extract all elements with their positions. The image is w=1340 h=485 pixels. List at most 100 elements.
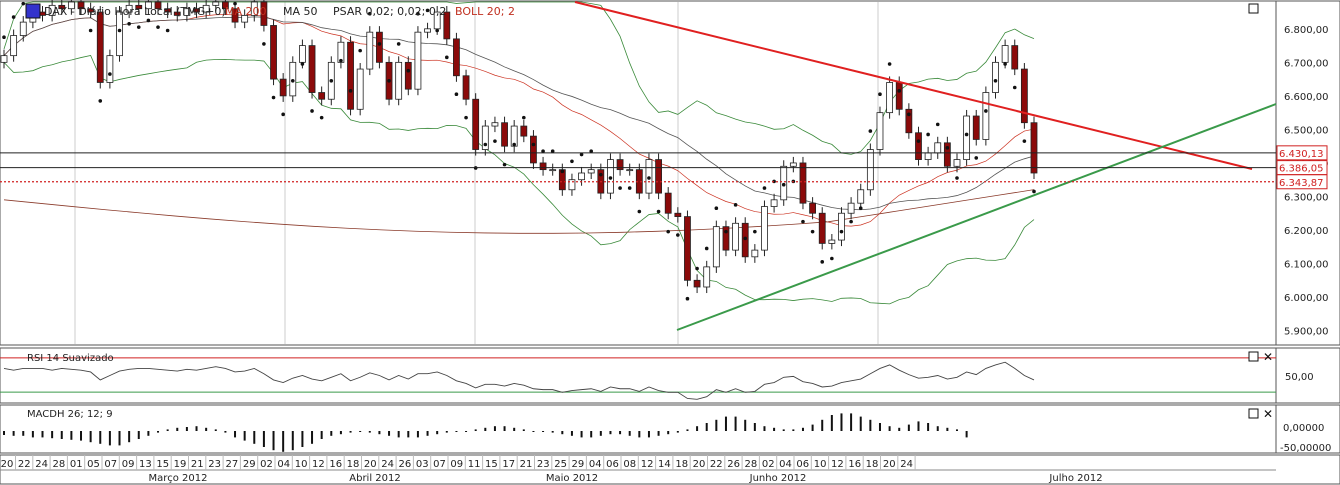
price-tag-label: 6.430,13 [1279,149,1324,160]
macd-bar [917,421,920,431]
macd-bar [638,431,641,438]
macd-bar [166,429,169,431]
macd-bar [647,431,650,438]
candle-body [934,142,942,154]
candle-body [1020,68,1028,124]
ma200-label[interactable]: MA 200 [225,5,267,18]
macd-bar [3,431,5,435]
candle-body [164,8,172,13]
date-tick-label: 10 [295,459,308,470]
month-label: Abril 2012 [349,473,400,484]
macd-bar [474,429,477,431]
price-tick-label: 6.300,00 [1284,192,1329,203]
month-label: Junho 2012 [749,473,807,484]
psar-dot [367,11,372,16]
date-tick-label: 23 [208,459,221,470]
psar-dot [984,109,988,113]
date-tick-label: 20 [693,459,706,470]
macd-bar [946,427,949,431]
candle-body [924,152,932,160]
macd-bar [705,423,708,431]
date-tick-label: 09 [122,459,135,470]
macd-bar [936,426,939,431]
psar-dot [916,139,921,143]
price-tick-label: 6.100,00 [1284,260,1329,271]
candle-body [116,11,123,57]
candle-body [96,11,104,83]
psar-dot [464,115,468,120]
date-tick-label: 22 [18,459,31,470]
macd-bar [840,413,843,431]
macd-bar [60,431,63,439]
rsi-close-icon[interactable]: ✕ [1263,350,1273,364]
candle-body [481,125,489,150]
date-tick-label: 04 [589,459,602,470]
macd-bar [782,429,785,431]
instrument-icon[interactable] [25,3,41,19]
candle-body [250,1,258,16]
psar-dot [550,149,555,154]
candle-body [183,8,191,16]
instrument-label[interactable]: DAX - Diário Hora Local (TMG+0) [44,5,226,18]
psar-dot [531,142,536,147]
candle-body [212,1,220,6]
macd-bar [359,431,362,432]
psar-label[interactable]: PSAR 0,02; 0,02; 0,2 [333,5,446,18]
candle-body [886,82,894,114]
date-tick-label: 02 [762,459,775,470]
candle-body [905,108,913,134]
candle-body [520,125,528,137]
bollinger-upper-line [3,1,1035,155]
macd-maximize-icon[interactable] [1248,408,1259,419]
macd-bar [157,431,160,433]
macd-bar [821,419,824,431]
date-tick-label: 14 [658,459,671,470]
psar-dot [377,42,382,46]
candle-body [424,28,431,33]
candle-body [414,31,422,90]
date-tick-label: 26 [399,459,412,470]
month-label: Março 2012 [149,473,208,484]
macd-bar [773,427,776,431]
date-tick-label: 18 [866,459,879,470]
candle-body [144,1,152,10]
macd-bar [445,431,448,433]
rsi-maximize-icon[interactable] [1248,351,1259,362]
candle-body [106,55,114,83]
psar-dot [849,219,853,224]
macd-bar [628,431,631,436]
psar-dot [339,58,343,63]
macd-bar [388,431,391,436]
boll-label[interactable]: BOLL 20; 2 [455,5,515,18]
macd-bar [31,431,34,438]
macd-bar [262,431,265,447]
macd-panel [0,404,1277,454]
rsi-title[interactable]: RSI 14 Suavizado [27,353,114,364]
macd-bar [253,431,256,444]
macd-close-icon[interactable]: ✕ [1263,407,1273,421]
date-tick-label: 19 [174,459,187,470]
macd-bar [22,431,25,436]
macd-bar [888,426,891,431]
date-tick-label: 26 [727,459,740,470]
psar-dot [290,78,295,83]
price-tick-label: 6.500,00 [1284,125,1329,136]
candle-body [838,212,845,241]
psar-dot [753,229,757,234]
candle-body [222,1,229,10]
psar-dot [425,8,430,13]
macd-title[interactable]: MACDH 26; 12; 9 [27,409,113,420]
date-tick-label: 16 [329,459,342,470]
candle-body [87,8,95,13]
ma50-label[interactable]: MA 50 [283,5,318,18]
candle-body [847,202,855,214]
psar-dot [637,209,642,214]
candle-body [231,8,239,23]
psar-dot [117,28,122,33]
macd-bar [243,431,246,441]
psar-dot [666,229,671,234]
candle-body [443,11,451,40]
date-tick-label: 07 [104,459,117,470]
candle-body [587,169,595,174]
maximize-icon[interactable] [1248,3,1259,14]
